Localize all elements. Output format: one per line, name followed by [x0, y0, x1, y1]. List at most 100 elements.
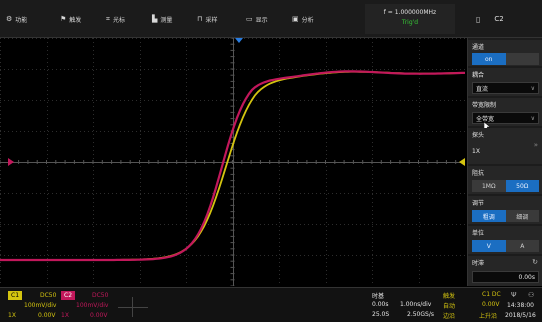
skew-section: 时滞 ↻ 0.00s — [468, 256, 542, 286]
menu-function-label: 功能 — [15, 16, 28, 24]
menu-display-label: 显示 — [255, 16, 268, 24]
c2-offset-marker[interactable] — [8, 158, 14, 166]
waveform-svg — [0, 38, 465, 286]
document-icon: ▯ — [476, 14, 481, 24]
measure-icon: ▙ — [152, 15, 158, 23]
unit-v-option[interactable]: V — [472, 240, 506, 252]
coupling-section: 耦合 直流 ∨ — [468, 68, 542, 96]
network-icon: ⚇ — [528, 291, 535, 299]
bandwidth-section: 带宽限制 全带宽 ∨ — [468, 98, 542, 132]
impedance-toggle[interactable]: 1MΩ 50Ω — [472, 180, 539, 192]
c1-coupling: DC50 — [40, 292, 57, 299]
menu-trigger[interactable]: ⚑ 触发 — [60, 12, 81, 26]
adjust-section-title: 调节 — [472, 200, 485, 207]
menu-measure-label: 测量 — [160, 16, 173, 24]
trigger-label: 触发 — [443, 293, 456, 300]
channel-settings-panel: 通道 on 耦合 直流 ∨ 带宽限制 全带宽 ∨ 探头 1X » 阻抗 1MΩ … — [467, 38, 542, 286]
skew-section-title: 时滞 — [472, 260, 485, 267]
trigger-position-marker[interactable] — [235, 38, 243, 43]
top-menu-bar: ⚙ 功能 ⚑ 触发 ⌗ 光标 ▙ 测量 ⊓ 采样 ▭ 显示 ▣ 分析 f = 1… — [0, 0, 542, 38]
trigger-source: C1 DC — [482, 291, 501, 298]
refresh-icon[interactable]: ↻ — [532, 258, 538, 266]
channel-menu-title[interactable]: ▯ C2 — [470, 4, 542, 34]
c2-offset: 0.00V — [90, 312, 108, 319]
unit-section-title: 单位 — [472, 230, 485, 237]
unit-toggle[interactable]: V A — [472, 240, 539, 252]
menu-measure[interactable]: ▙ 测量 — [152, 12, 172, 26]
probe-section-title: 探头 — [472, 132, 485, 139]
c1-scale: 100mV/div — [24, 302, 57, 309]
menu-display[interactable]: ▭ 显示 — [246, 12, 268, 26]
c1-badge[interactable]: C1 — [8, 291, 23, 300]
c2-scale: 100mV/div — [76, 302, 109, 309]
frequency-value: f = 1.000000MHz — [383, 9, 437, 16]
skew-input[interactable]: 0.00s — [472, 271, 539, 283]
coupling-value: 直流 — [476, 85, 489, 93]
clock-time: 14:38:00 — [507, 302, 534, 309]
adjust-section: 调节 粗调 细调 — [468, 196, 542, 224]
waveform-display[interactable] — [0, 38, 465, 286]
bandwidth-section-title: 带宽限制 — [472, 102, 497, 109]
bandwidth-select[interactable]: 全带宽 ∨ — [472, 112, 539, 124]
trigger-state: Trig'd — [401, 19, 419, 26]
probe-section[interactable]: 探头 1X » — [468, 128, 542, 164]
c1-offset: 0.00V — [38, 312, 56, 319]
gear-icon: ⚙ — [6, 15, 13, 23]
impedance-section-title: 阻抗 — [472, 170, 485, 177]
trigger-level: 0.00V — [482, 301, 500, 308]
memory-depth: 25.0S — [372, 311, 390, 318]
adjust-coarse-option[interactable]: 粗调 — [472, 210, 506, 222]
menu-function[interactable]: ⚙ 功能 — [6, 12, 27, 26]
time-delay: 0.00s — [372, 301, 389, 308]
menu-analysis-label: 分析 — [301, 16, 314, 24]
menu-trigger-label: 触发 — [69, 16, 82, 24]
display-icon: ▭ — [246, 15, 253, 23]
c2-coupling: DC50 — [92, 292, 109, 299]
time-scale[interactable]: 1.00ns/div — [400, 301, 432, 308]
crosshair-icon: ⌗ — [106, 14, 110, 23]
wave-icon: ⊓ — [197, 15, 203, 23]
impedance-50-option[interactable]: 50Ω — [505, 180, 539, 192]
analysis-icon: ▣ — [292, 15, 299, 23]
adjust-fine-option[interactable]: 细调 — [505, 210, 539, 222]
bottom-status-bar: C1 DC50 100mV/div 1X 0.00V C2 DC50 100mV… — [0, 287, 542, 322]
usb-icon: Ψ — [511, 291, 517, 299]
chevron-down-icon: ∨ — [530, 85, 535, 92]
sample-rate: 2.50GS/s — [407, 311, 434, 318]
menu-analysis[interactable]: ▣ 分析 — [292, 12, 314, 26]
c2-badge[interactable]: C2 — [61, 291, 76, 300]
channel-onoff-toggle[interactable]: on — [472, 53, 539, 65]
channel-section: 通道 on — [468, 40, 542, 66]
chevron-down-icon: ∨ — [530, 115, 535, 122]
add-channel-icon[interactable] — [118, 297, 148, 317]
menu-cursor-label: 光标 — [112, 16, 125, 24]
graticule — [0, 38, 465, 286]
probe-value: 1X — [472, 148, 480, 155]
clock-date: 2018/5/16 — [505, 312, 536, 319]
unit-section: 单位 V A — [468, 226, 542, 254]
menu-acquire-label: 采样 — [205, 16, 218, 24]
adjust-toggle[interactable]: 粗调 细调 — [472, 210, 539, 222]
timebase-label: 时基 — [372, 293, 385, 300]
bandwidth-value: 全带宽 — [476, 115, 495, 123]
c2-probe: 1X — [61, 312, 69, 319]
coupling-select[interactable]: 直流 ∨ — [472, 82, 539, 94]
impedance-1m-option[interactable]: 1MΩ — [472, 180, 506, 192]
unit-a-option[interactable]: A — [505, 240, 539, 252]
menu-acquire[interactable]: ⊓ 采样 — [197, 12, 217, 26]
chevron-right-icon: » — [533, 141, 538, 149]
c2-trace — [0, 70, 465, 262]
channel-title-label: C2 — [494, 15, 504, 23]
trigger-type: 边沿 — [443, 313, 456, 320]
channel-section-title: 通道 — [472, 44, 485, 51]
frequency-readout[interactable]: f = 1.000000MHz Trig'd — [365, 4, 455, 34]
trigger-slope: 上升沿 — [479, 313, 498, 320]
menu-cursor[interactable]: ⌗ 光标 — [106, 12, 125, 26]
skew-value: 0.00s — [518, 273, 536, 281]
coupling-section-title: 耦合 — [472, 72, 485, 79]
channel-off-option[interactable] — [505, 53, 539, 65]
trigger-level-marker[interactable] — [459, 158, 465, 166]
channel-on-option[interactable]: on — [472, 53, 506, 65]
trigger-mode[interactable]: 自动 — [443, 303, 456, 310]
c1-probe: 1X — [8, 312, 16, 319]
